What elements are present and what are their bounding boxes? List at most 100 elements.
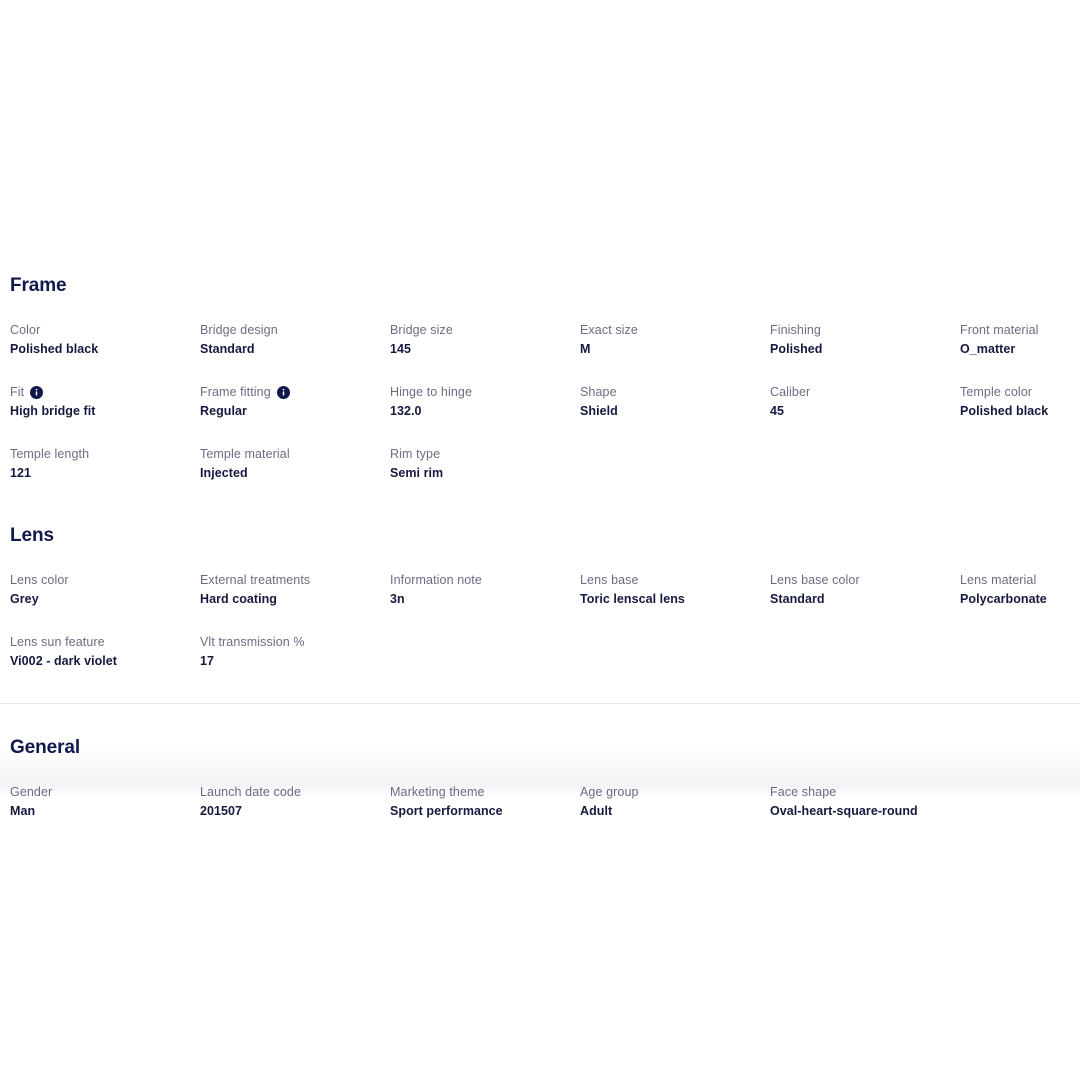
spec-value: Oval-heart-square-round <box>770 804 918 818</box>
spec-item: Bridge size 145 <box>390 321 580 383</box>
spec-value: Sport performance <box>390 804 503 818</box>
spec-value: 17 <box>200 654 215 668</box>
spec-value: Grey <box>10 592 39 606</box>
spec-label: Lens base color <box>770 571 948 589</box>
spec-label-text: Face shape <box>770 785 837 799</box>
spec-item: Bridge design Standard <box>200 321 390 383</box>
spec-sheet: Frame Color Polished black Bridge design Sta… <box>0 275 1080 845</box>
spec-value: High bridge fit <box>10 404 96 418</box>
spec-label-text: Temple color <box>960 385 1033 399</box>
spec-label: Face shape <box>770 783 948 801</box>
spec-label: External treatments <box>200 571 378 589</box>
spec-value: Polished <box>770 342 823 356</box>
spec-value: Man <box>10 804 36 818</box>
spec-label-text: Gender <box>10 785 53 799</box>
spec-value: Vi002 - dark violet <box>10 654 118 668</box>
spec-value: 145 <box>390 342 412 356</box>
spec-item: Frame fitting Regular <box>200 383 390 445</box>
spec-item: Caliber 45 <box>770 383 960 445</box>
spec-label: Color <box>10 321 188 339</box>
spec-label: Finishing <box>770 321 948 339</box>
spec-item: Color Polished black <box>10 321 200 383</box>
spec-item: Hinge to hinge 132.0 <box>390 383 580 445</box>
spec-section-general: General Gender Man Launch date code 201507 Ma… <box>0 737 1080 845</box>
spec-value: Hard coating <box>200 592 277 606</box>
section-divider <box>0 703 1080 704</box>
spec-item: Finishing Polished <box>770 321 960 383</box>
spec-label-text: Bridge design <box>200 323 278 337</box>
spec-value: 201507 <box>200 804 243 818</box>
spec-label: Temple length <box>10 445 188 463</box>
spec-section-frame: Frame Color Polished black Bridge design Sta… <box>0 275 1080 507</box>
spec-label: Hinge to hinge <box>390 383 568 401</box>
spec-label-text: Age group <box>580 785 639 799</box>
spec-value: Toric lenscal lens <box>580 592 685 606</box>
spec-label: Lens base <box>580 571 758 589</box>
spec-label-text: Bridge size <box>390 323 453 337</box>
spec-item: Lens color Grey <box>10 571 200 633</box>
spec-item: Information note 3n <box>390 571 580 633</box>
spec-value: Injected <box>200 466 248 480</box>
spec-label-text: Lens material <box>960 573 1037 587</box>
spec-label: Bridge design <box>200 321 378 339</box>
spec-label: Frame fitting <box>200 383 378 401</box>
spec-label: Fit <box>10 383 188 401</box>
spec-label-text: Rim type <box>390 447 441 461</box>
spec-label-text: Information note <box>390 573 482 587</box>
spec-value: 132.0 <box>390 404 422 418</box>
spec-label-text: Marketing theme <box>390 785 485 799</box>
spec-label: Vlt transmission % <box>200 633 378 651</box>
spec-label-text: Frame fitting <box>200 385 271 399</box>
spec-label: Exact size <box>580 321 758 339</box>
spec-item: Face shape Oval-heart-square-round <box>770 783 960 845</box>
spec-label: Caliber <box>770 383 948 401</box>
spec-label-text: Temple material <box>200 447 290 461</box>
spec-item: Launch date code 201507 <box>200 783 390 845</box>
spec-label: Information note <box>390 571 568 589</box>
spec-grid-frame: Color Polished black Bridge design Standard… <box>10 321 1080 507</box>
spec-label-text: Lens base <box>580 573 639 587</box>
spec-label-text: Temple length <box>10 447 90 461</box>
spec-value: 3n <box>390 592 405 606</box>
spec-label-text: External treatments <box>200 573 311 587</box>
spec-value: M <box>580 342 591 356</box>
spec-item: External treatments Hard coating <box>200 571 390 633</box>
spec-item: Temple material Injected <box>200 445 390 507</box>
spec-item: Temple length 121 <box>10 445 200 507</box>
spec-item: Shape Shield <box>580 383 770 445</box>
spec-value: Polished black <box>10 342 99 356</box>
section-title-general: General <box>10 737 81 758</box>
spec-item: Rim type Semi rim <box>390 445 580 507</box>
section-title-frame: Frame <box>10 275 67 296</box>
spec-item: Fit High bridge fit <box>10 383 200 445</box>
spec-value: Standard <box>200 342 255 356</box>
spec-item: Lens base color Standard <box>770 571 960 633</box>
spec-item: Lens base Toric lenscal lens <box>580 571 770 633</box>
spec-value: Regular <box>200 404 247 418</box>
section-spacer <box>0 507 1080 525</box>
spec-label: Front material <box>960 321 1080 339</box>
spec-label: Lens sun feature <box>10 633 188 651</box>
spec-label-text: Front material <box>960 323 1039 337</box>
spec-value: 121 <box>10 466 32 480</box>
spec-value: Semi rim <box>390 466 444 480</box>
spec-label-text: Finishing <box>770 323 821 337</box>
info-icon[interactable] <box>276 385 290 399</box>
spec-label: Lens color <box>10 571 188 589</box>
spec-label: Lens material <box>960 571 1080 589</box>
spec-label: Temple material <box>200 445 378 463</box>
spec-item: Exact size M <box>580 321 770 383</box>
info-icon[interactable] <box>30 385 44 399</box>
spec-item: Temple color Polished black <box>960 383 1080 445</box>
spec-label-text: Exact size <box>580 323 638 337</box>
spec-label-text: Launch date code <box>200 785 301 799</box>
spec-item: Age group Adult <box>580 783 770 845</box>
spec-grid-general: Gender Man Launch date code 201507 Marketing… <box>10 783 1080 845</box>
spec-value: Polished black <box>960 404 1049 418</box>
spec-value: Shield <box>580 404 618 418</box>
spec-value: 45 <box>770 404 785 418</box>
spec-label: Rim type <box>390 445 568 463</box>
spec-item: Lens sun feature Vi002 - dark violet <box>10 633 200 695</box>
spec-item: Lens material Polycarbonate <box>960 571 1080 633</box>
